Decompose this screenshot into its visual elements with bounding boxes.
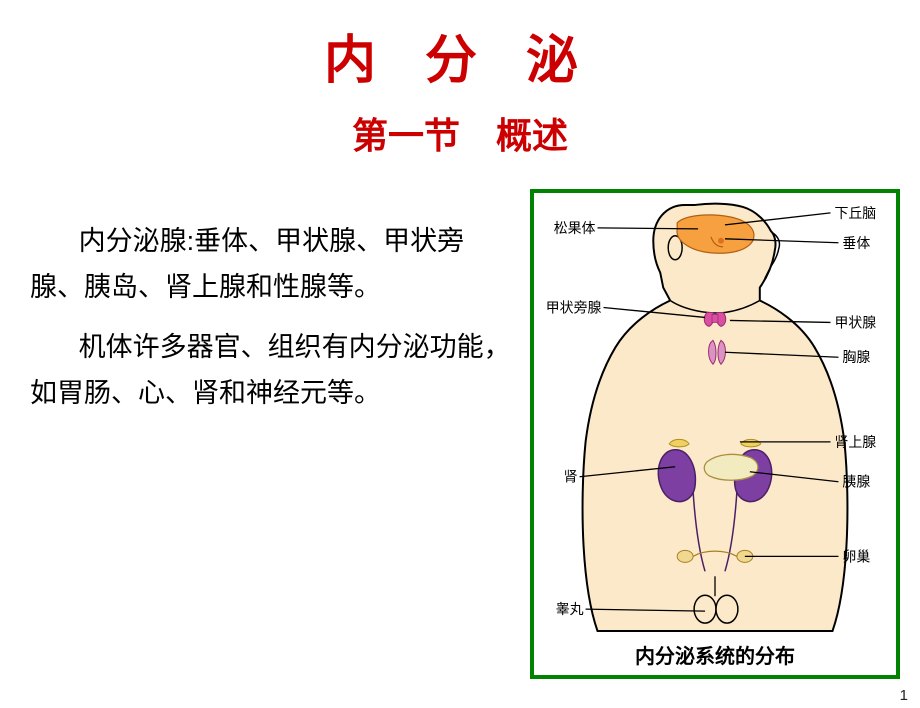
label-pancreas: 胰腺 xyxy=(842,475,870,491)
paragraph-1: 内分泌腺:垂体、甲状腺、甲状旁腺、胰岛、肾上腺和性腺等。 xyxy=(30,219,512,311)
pancreas-icon xyxy=(704,454,758,480)
label-hypothalamus: 下丘脑 xyxy=(834,206,876,222)
label-pineal: 松果体 xyxy=(554,221,596,237)
sub-title: 第一节 概述 xyxy=(0,107,920,159)
body-outline xyxy=(583,204,848,631)
label-thymus: 胸腺 xyxy=(842,350,870,366)
label-parathyroid: 甲状旁腺 xyxy=(546,299,602,316)
text-column: 内分泌腺:垂体、甲状腺、甲状旁腺、胰岛、肾上腺和性腺等。 机体许多器官、组织有内… xyxy=(30,189,512,679)
label-kidney-l: 肾 xyxy=(564,470,578,486)
label-thyroid: 甲状腺 xyxy=(834,315,876,331)
diagram-caption: 内分泌系统的分布 xyxy=(534,640,896,669)
label-adrenal: 肾上腺 xyxy=(834,435,876,451)
label-pituitary: 垂体 xyxy=(842,236,870,252)
endocrine-diagram: 松果体甲状旁腺肾睾丸 下丘脑垂体甲状腺胸腺肾上腺胰腺卵巢 xyxy=(534,193,896,641)
diagram-frame: 松果体甲状旁腺肾睾丸 下丘脑垂体甲状腺胸腺肾上腺胰腺卵巢 内分泌系统的分布 xyxy=(530,189,900,679)
main-title: 内 分 泌 xyxy=(0,18,920,93)
label-ovary: 卵巢 xyxy=(842,549,870,565)
diagram-svg-wrap: 松果体甲状旁腺肾睾丸 下丘脑垂体甲状腺胸腺肾上腺胰腺卵巢 xyxy=(534,193,896,641)
content-row: 内分泌腺:垂体、甲状腺、甲状旁腺、胰岛、肾上腺和性腺等。 机体许多器官、组织有内… xyxy=(0,189,920,679)
paragraph-2: 机体许多器官、组织有内分泌功能，如胃肠、心、肾和神经元等。 xyxy=(30,325,512,417)
label-testis: 睾丸 xyxy=(556,602,584,618)
